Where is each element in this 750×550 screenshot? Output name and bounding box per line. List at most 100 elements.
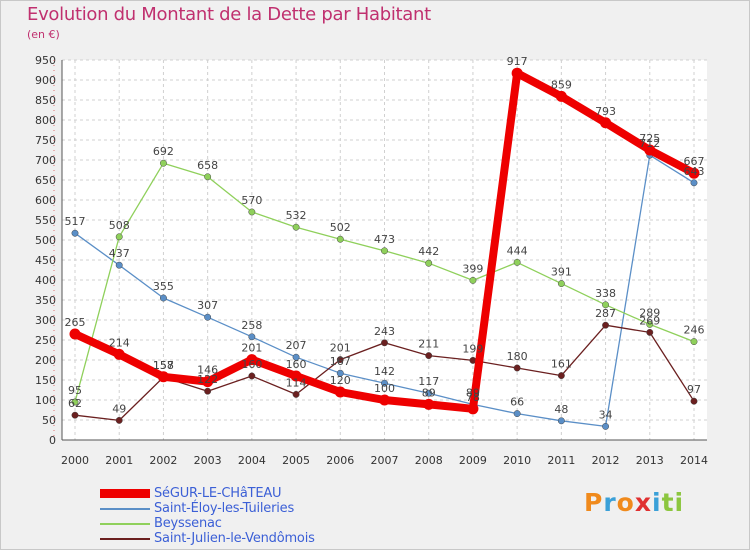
x-tick-label: 2014 [680, 454, 708, 467]
data-label: 289 [639, 306, 660, 319]
data-point [115, 233, 123, 241]
data-label: 160 [241, 358, 262, 371]
data-point [425, 259, 433, 267]
x-tick-label: 2006 [326, 454, 354, 467]
data-point [248, 208, 256, 216]
logo-letter: r [603, 488, 617, 517]
logo-letter: i [674, 488, 685, 517]
legend-label: SéGUR-LE-CHâTEAU [154, 486, 282, 501]
y-tick-label: 400 [35, 274, 56, 287]
data-point [381, 247, 388, 255]
proxiti-logo: Proxiti [584, 488, 684, 517]
logo-letter: i [652, 488, 662, 517]
x-tick-label: 2012 [592, 454, 620, 467]
legend-item: Beyssenac [100, 516, 315, 531]
data-point [555, 90, 567, 102]
data-label: 34 [599, 408, 613, 421]
y-tick-label: 750 [35, 134, 56, 147]
x-tick-label: 2002 [149, 454, 177, 467]
data-label: 158 [153, 359, 174, 372]
data-point [336, 235, 344, 243]
chart-unit-label: (en €) [27, 28, 60, 41]
data-point [292, 390, 300, 398]
y-tick-label: 500 [35, 234, 56, 247]
data-label: 167 [330, 355, 351, 368]
data-point [69, 328, 81, 340]
data-label: 161 [551, 358, 572, 371]
data-point [248, 333, 256, 341]
data-point [204, 173, 212, 181]
legend-label: Beyssenac [154, 516, 222, 531]
data-label: 712 [639, 137, 660, 150]
series-0 [69, 67, 700, 415]
logo-letter: P [584, 488, 604, 517]
y-tick-label: 250 [35, 334, 56, 347]
data-point [292, 353, 300, 361]
data-point [513, 364, 521, 372]
data-point [425, 352, 433, 360]
data-point [690, 397, 698, 405]
data-label: 307 [197, 299, 218, 312]
data-label: 667 [684, 155, 705, 168]
data-label: 917 [507, 55, 528, 68]
legend-label: Saint-Éloy-les-Tuileries [154, 501, 295, 516]
data-point [557, 417, 565, 425]
data-label: 66 [510, 396, 524, 409]
legend-swatch [100, 489, 150, 498]
x-tick-label: 2000 [61, 454, 89, 467]
data-label: 473 [374, 233, 395, 246]
data-label: 201 [330, 342, 351, 355]
legend-item: Saint-Éloy-les-Tuileries [100, 501, 315, 516]
data-label: 142 [374, 365, 395, 378]
data-point [71, 411, 79, 419]
series-1 [71, 151, 698, 430]
data-point [246, 354, 258, 366]
logo-letter: o [616, 488, 635, 517]
data-label: 207 [286, 339, 307, 352]
data-label: 265 [65, 316, 86, 329]
data-point [336, 356, 344, 364]
data-label: 211 [418, 338, 439, 351]
data-point [646, 320, 654, 328]
data-point [602, 422, 610, 430]
x-tick-label: 2009 [459, 454, 487, 467]
data-label: 570 [241, 194, 262, 207]
legend-label: Saint-Julien-le-Vendômois [154, 531, 315, 546]
y-tick-label: 600 [35, 194, 56, 207]
data-point [379, 394, 390, 406]
series-2 [71, 159, 698, 406]
data-point [202, 376, 214, 388]
y-tick-label: 50 [42, 414, 56, 427]
data-label: 437 [109, 247, 130, 260]
x-tick-label: 2010 [503, 454, 531, 467]
data-point [602, 321, 610, 329]
data-label: 692 [153, 145, 174, 158]
logo-letter: x [634, 488, 652, 517]
x-tick-label: 2005 [282, 454, 310, 467]
data-label: 97 [687, 383, 701, 396]
data-point [381, 379, 388, 387]
data-label: 355 [153, 280, 174, 293]
data-point [690, 338, 698, 346]
data-label: 502 [330, 221, 351, 234]
data-point [513, 410, 521, 418]
y-tick-label: 700 [35, 154, 56, 167]
data-point [688, 167, 700, 179]
data-point [425, 389, 433, 397]
data-label: 214 [109, 336, 130, 349]
y-tick-label: 900 [35, 74, 56, 87]
data-label: 258 [241, 319, 262, 332]
y-tick-label: 800 [35, 114, 56, 127]
data-point [469, 276, 477, 284]
data-point [115, 416, 123, 424]
data-label: 859 [551, 78, 572, 91]
logo-letter: t [661, 488, 675, 517]
y-tick-label: 150 [35, 374, 56, 387]
data-label: 269 [639, 314, 660, 327]
data-label: 287 [595, 307, 616, 320]
data-point [113, 348, 125, 360]
data-point [690, 179, 698, 187]
data-label: 114 [286, 376, 307, 389]
data-point [157, 371, 169, 383]
